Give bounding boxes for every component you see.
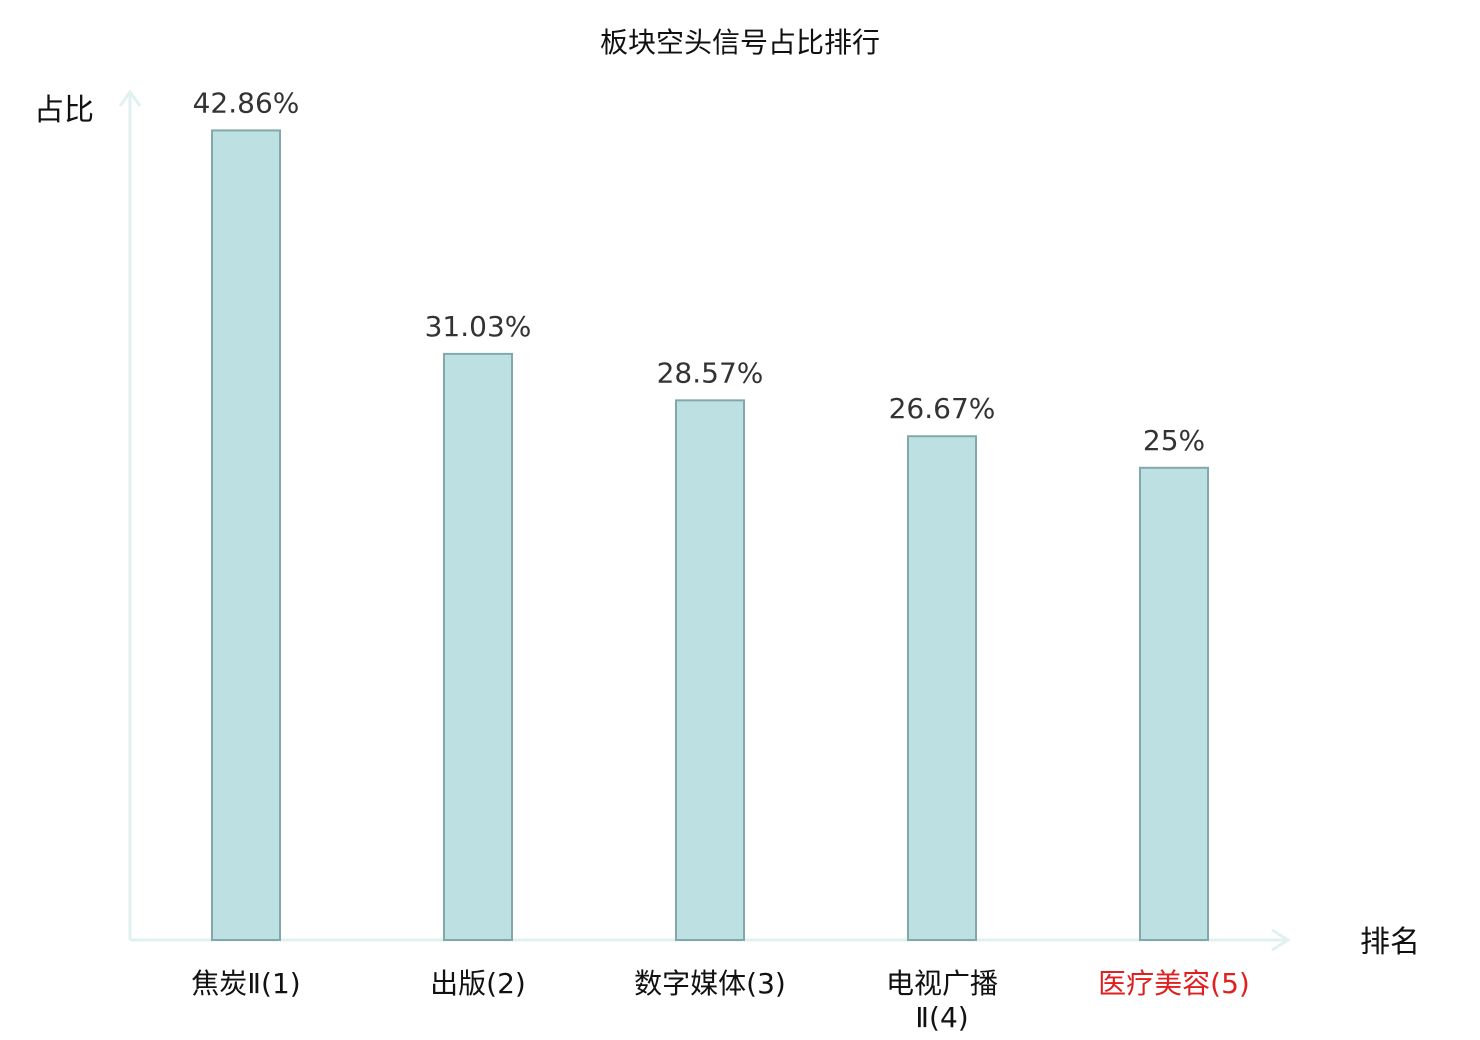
value-label-4: 26.67% <box>889 392 996 425</box>
y-axis-title: 占比 <box>34 93 94 128</box>
value-label-2: 31.03% <box>425 310 532 343</box>
y-axis <box>118 89 142 940</box>
value-label-1: 42.86% <box>193 86 300 119</box>
bars-group <box>211 129 1209 942</box>
x-axis-title: 排名 <box>1360 925 1420 960</box>
bar-2 <box>443 352 513 941</box>
category-label-4-line-1: 电视广播 <box>886 967 998 1000</box>
value-label-3: 28.57% <box>657 356 764 389</box>
category-label-5: 医疗美容(5) <box>1098 967 1250 1000</box>
chart-title: 板块空头信号占比排行 <box>600 26 880 59</box>
bar-5 <box>1139 466 1209 941</box>
bar-4 <box>907 435 977 941</box>
category-label-1: 焦炭Ⅱ(1) <box>191 967 300 1000</box>
value-label-5: 25% <box>1143 424 1205 457</box>
category-label-4-line-2: Ⅱ(4) <box>915 1001 968 1034</box>
bar-1 <box>211 129 281 941</box>
value-labels-group: 42.86% 31.03% 28.57% 26.67% 25% <box>193 86 1206 456</box>
category-label-2: 出版(2) <box>430 967 526 1000</box>
category-label-3: 数字媒体(3) <box>634 967 786 1000</box>
bar-3 <box>675 399 745 942</box>
